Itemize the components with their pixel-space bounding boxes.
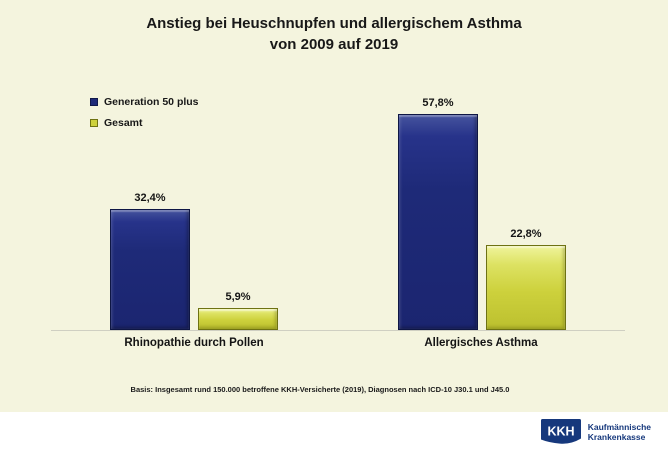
kkh-logo: KKH Kaufmännische Krankenkasse — [540, 419, 651, 445]
category-label-rhinopathie: Rhinopathie durch Pollen — [124, 337, 264, 349]
bar-rhinopathie-gesamt — [198, 308, 278, 330]
kkh-logo-name: Kaufmännische Krankenkasse — [588, 422, 651, 442]
basis-footnote: Basis: Insgesamt rund 150.000 betroffene… — [130, 385, 510, 394]
value-label-asthma-gesamt: 22,8% — [510, 228, 542, 240]
category-label-asthma: Allergisches Asthma — [424, 337, 538, 349]
value-label-rhinopathie-gesamt: 5,9% — [225, 291, 251, 303]
chart-title: Anstieg bei Heuschnupfen und allergische… — [0, 13, 668, 55]
value-label-rhinopathie-generation50: 32,4% — [134, 192, 166, 204]
chart-title-line1: Anstieg bei Heuschnupfen und allergische… — [146, 15, 522, 32]
chart-title-line2: von 2009 auf 2019 — [269, 36, 399, 53]
legend-label: Gesamt — [104, 117, 143, 129]
kkh-abbr-text: KKH — [547, 425, 574, 439]
chart-canvas: Anstieg bei Heuschnupfen und allergische… — [0, 0, 668, 412]
legend-swatch-blue — [90, 98, 98, 106]
legend-label: Generation 50 plus — [104, 96, 199, 108]
kkh-flag-icon: KKH — [540, 419, 581, 444]
x-axis-baseline — [51, 330, 625, 331]
kkh-name-line1: Kaufmännische — [587, 422, 651, 432]
kkh-name-line2: Krankenkasse — [587, 432, 646, 443]
value-label-asthma-generation50: 57,8% — [422, 97, 454, 109]
logo-strip: KKH Kaufmännische Krankenkasse — [0, 412, 668, 453]
legend-item-gesamt: Gesamt — [90, 117, 199, 129]
chart-legend: Generation 50 plus Gesamt — [90, 96, 199, 138]
legend-item-generation-50-plus: Generation 50 plus — [90, 96, 199, 108]
bar-asthma-gesamt — [486, 245, 566, 330]
legend-swatch-yellow — [90, 119, 98, 127]
bar-rhinopathie-generation50 — [110, 209, 190, 330]
bar-asthma-generation50 — [398, 114, 478, 330]
